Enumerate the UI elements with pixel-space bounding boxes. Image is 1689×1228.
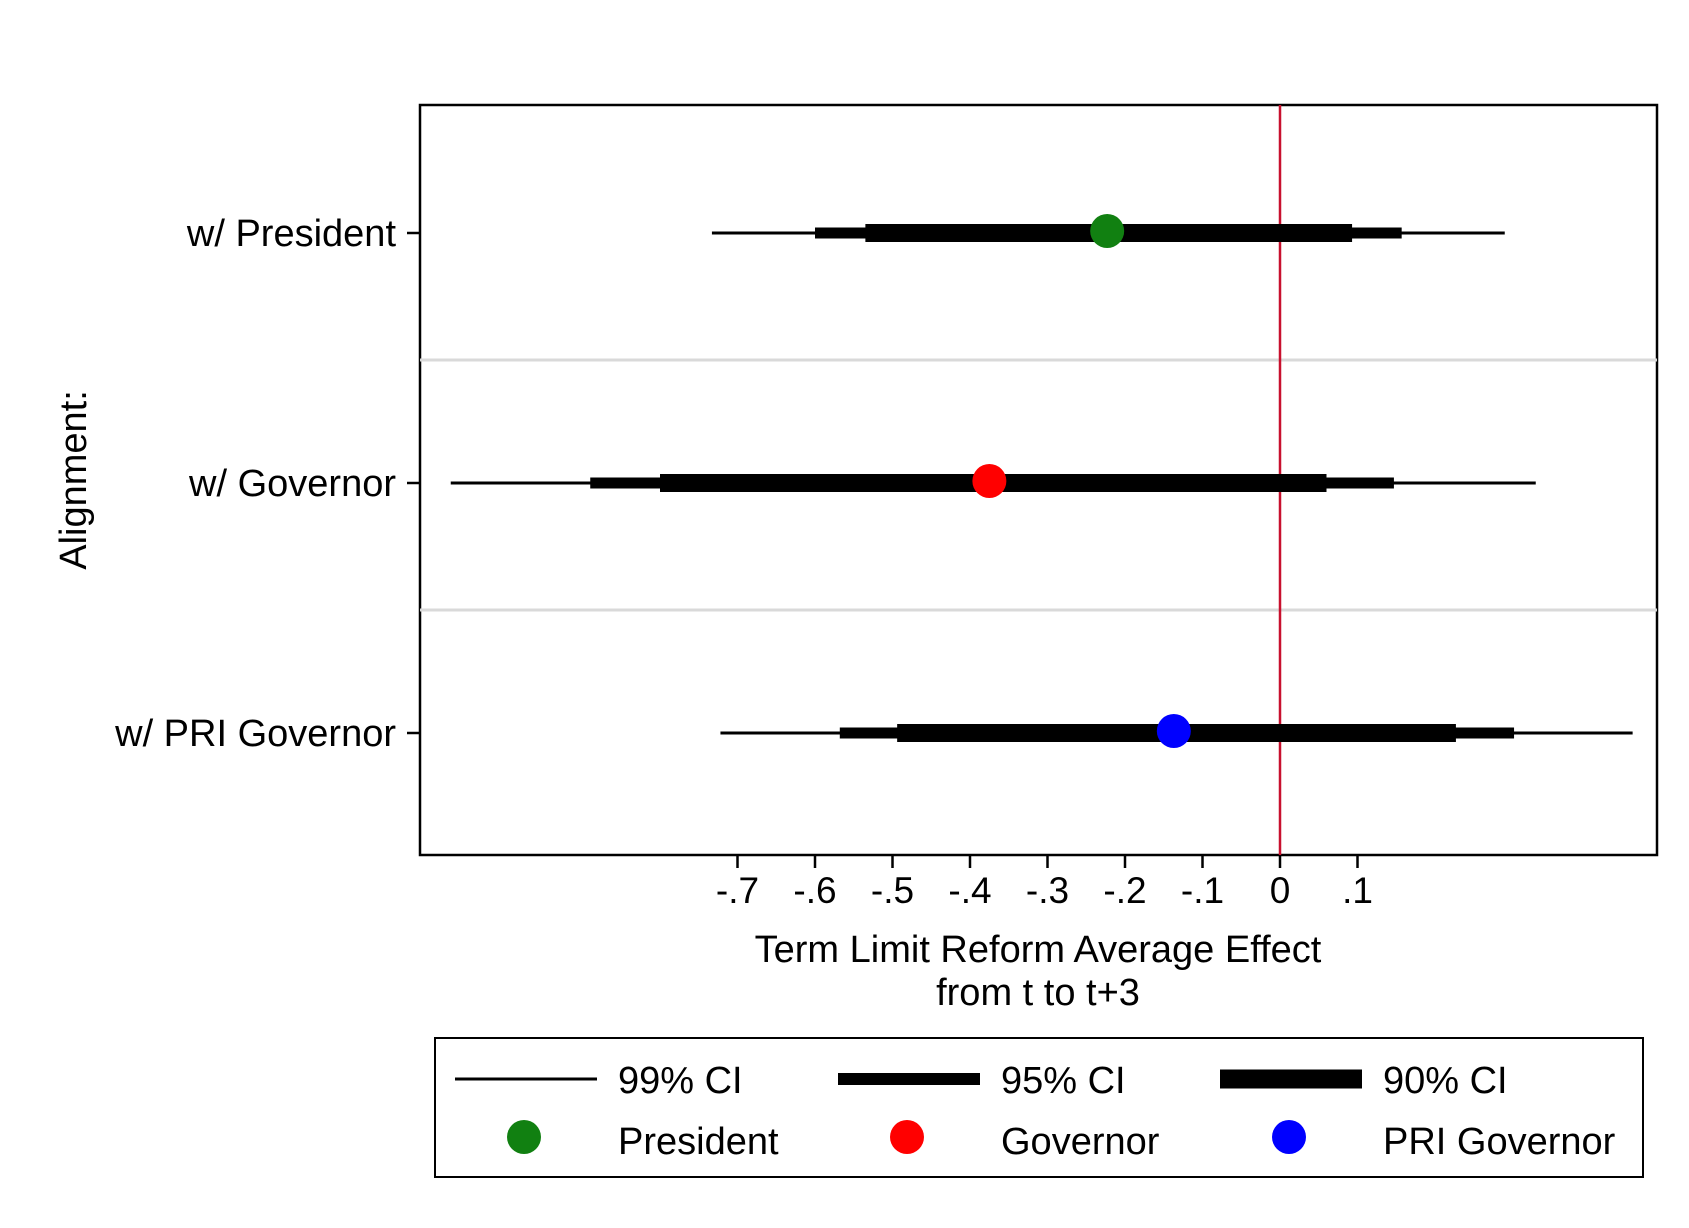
x-tick-label: -.1: [1181, 870, 1224, 911]
x-axis-title-line-2: from t to t+3: [936, 972, 1140, 1014]
legend-label-pri-governor: PRI Governor: [1383, 1121, 1616, 1163]
x-tick-label: 0: [1270, 870, 1291, 911]
legend-label-99ci: 99% CI: [618, 1060, 743, 1102]
x-tick-label: -.4: [948, 870, 991, 911]
x-tick-label: -.2: [1103, 870, 1146, 911]
plot-frame: [418, 103, 1659, 857]
legend-marker-president: [507, 1120, 541, 1154]
y-axis-ticks: w/ President w/ Governor w/ PRI Governor: [114, 213, 420, 755]
legend-label-90ci: 90% CI: [1383, 1060, 1508, 1102]
legend-label-95ci: 95% CI: [1001, 1060, 1126, 1102]
estimate-governor: [972, 464, 1007, 498]
legend-frame: [434, 1037, 1644, 1178]
legend-marker-governor: [890, 1120, 924, 1154]
x-tick-label: -.5: [871, 870, 914, 911]
legend-label-governor: Governor: [1001, 1121, 1160, 1163]
x-tick-label: -.6: [793, 870, 836, 911]
point-estimates: [972, 214, 1191, 748]
category-label: w/ President: [186, 213, 397, 255]
estimate-president: [1090, 214, 1125, 248]
category-label: w/ Governor: [188, 463, 396, 505]
x-tick-label: .1: [1342, 870, 1373, 911]
category-separators: [420, 358, 1657, 612]
confidence-intervals: [450, 224, 1633, 742]
x-tick-label: -.7: [716, 870, 759, 911]
legend-label-president: President: [618, 1121, 779, 1163]
y-axis-title: Alignment:: [53, 390, 95, 570]
x-axis-title-line-1: Term Limit Reform Average Effect: [755, 929, 1322, 971]
legend: 99% CI 95% CI 90% CI President Governor …: [434, 1037, 1644, 1178]
category-label: w/ PRI Governor: [114, 713, 396, 755]
estimate-pri-governor: [1156, 714, 1191, 748]
x-tick-label: -.3: [1026, 870, 1069, 911]
x-axis-ticks: -.7 -.6 -.5 -.4 -.3 -.2 -.1 0 .1: [716, 855, 1373, 911]
legend-marker-pri-governor: [1272, 1120, 1306, 1154]
